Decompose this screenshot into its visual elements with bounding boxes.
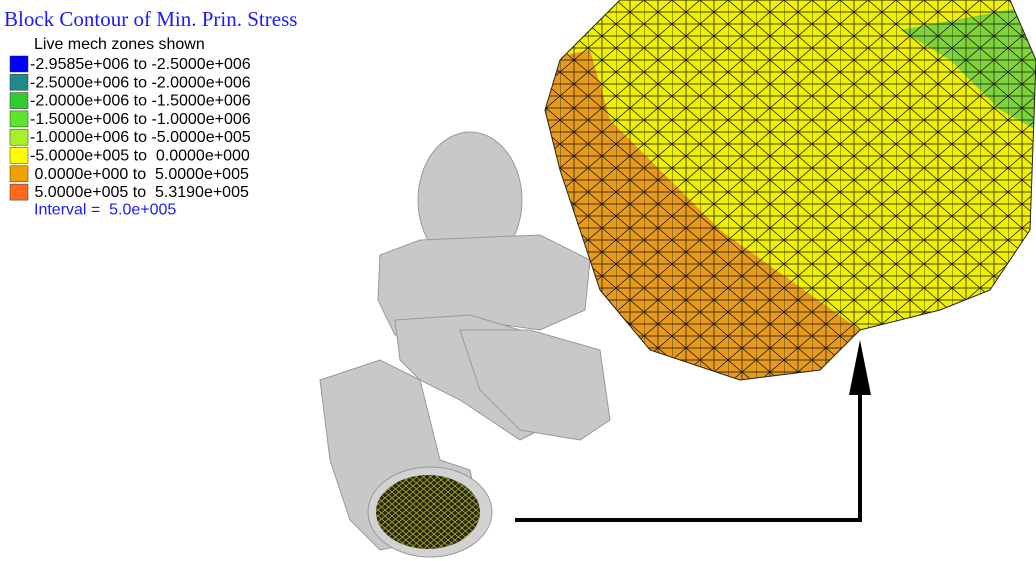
- legend-label: -5.0000e+005 to 0.0000e+000: [30, 148, 250, 165]
- legend-label: -2.5000e+006 to -2.0000e+006: [30, 74, 251, 91]
- legend-label: -2.0000e+006 to -1.5000e+006: [30, 93, 251, 110]
- legend-swatch: [9, 74, 29, 91]
- legend-label: -1.0000e+006 to -5.0000e+005: [30, 129, 251, 146]
- legend-swatch: [9, 165, 29, 183]
- legend-label: -2.9585e+006 to -2.5000e+006: [30, 56, 251, 73]
- legend-swatch: [9, 147, 29, 164]
- legend-subtitle: Live mech zones shown: [34, 36, 205, 53]
- legend-label: 5.0000e+005 to 5.3190e+005: [30, 184, 249, 201]
- legend: -2.9585e+006 to -2.5000e+006-2.5000e+006…: [9, 55, 251, 218]
- legend-swatch: [9, 110, 29, 128]
- legend-label: -1.5000e+006 to -1.0000e+006: [30, 111, 251, 128]
- legend-label: 0.0000e+000 to 5.0000e+005: [30, 166, 249, 183]
- legend-swatch: [9, 183, 29, 201]
- section-mesh: [376, 475, 480, 549]
- legend-swatch: [9, 128, 29, 146]
- block-contour: [545, 0, 1036, 380]
- legend-swatch: [9, 92, 29, 109]
- interval: Interval = 5.0e+005: [34, 201, 176, 218]
- arrow: [515, 340, 871, 522]
- block-outline: [544, 0, 1036, 381]
- title: Block Contour of Min. Prin. Stress: [4, 7, 297, 31]
- legend-swatch: [9, 55, 29, 73]
